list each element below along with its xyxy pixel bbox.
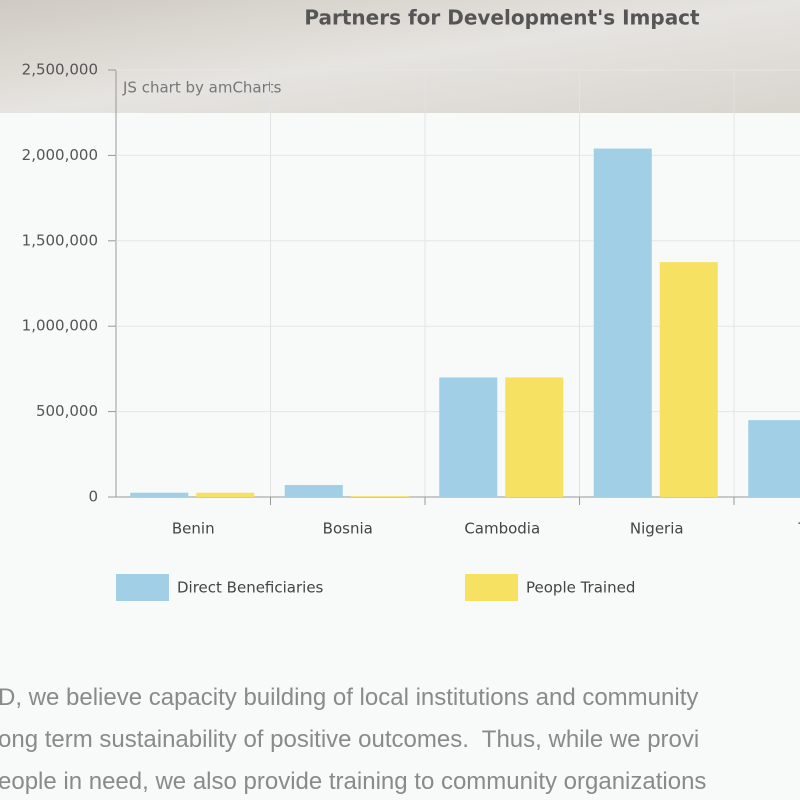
bar: [350, 496, 409, 497]
y-tick-label: 2,000,000: [22, 146, 98, 164]
x-tick-label: Tan: [798, 520, 800, 538]
chart-title: Partners for Development's Impact: [304, 6, 700, 30]
y-tick-label: 0: [88, 488, 98, 506]
paragraph-line: ong term sustainability of positive outc…: [0, 726, 700, 753]
x-tick-label: Cambodia: [464, 520, 540, 538]
bar: [593, 148, 652, 497]
chart-credit: JS chart by amCharts: [122, 79, 282, 97]
x-tick-label: Nigeria: [630, 520, 684, 538]
y-tick-label: 1,500,000: [22, 231, 98, 249]
header-background: [0, 0, 800, 113]
bar: [130, 492, 189, 497]
y-tick-label: 500,000: [36, 402, 98, 420]
bar: [505, 377, 564, 497]
legend-swatch: [116, 574, 169, 601]
legend-swatch: [465, 574, 518, 601]
x-tick-label: Benin: [172, 520, 215, 538]
y-tick-label: 1,000,000: [22, 317, 98, 335]
bar: [196, 492, 255, 497]
bar: [439, 377, 498, 497]
bar: [284, 485, 343, 497]
paragraph-line: eople in need, we also provide training …: [0, 768, 707, 795]
paragraph-line: D, we believe capacity building of local…: [0, 684, 699, 711]
x-tick-label: Bosnia: [323, 520, 373, 538]
legend-label: Direct Beneficiaries: [177, 579, 324, 597]
bar: [748, 420, 800, 497]
bar: [659, 262, 718, 497]
y-tick-label: 2,500,000: [22, 61, 98, 79]
legend-label: People Trained: [526, 579, 635, 597]
chart: Partners for Development's Impact JS cha…: [0, 0, 800, 601]
